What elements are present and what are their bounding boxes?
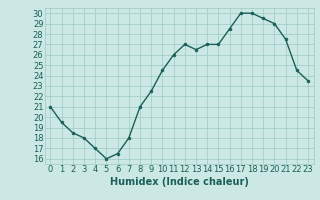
X-axis label: Humidex (Indice chaleur): Humidex (Indice chaleur) [110,177,249,187]
